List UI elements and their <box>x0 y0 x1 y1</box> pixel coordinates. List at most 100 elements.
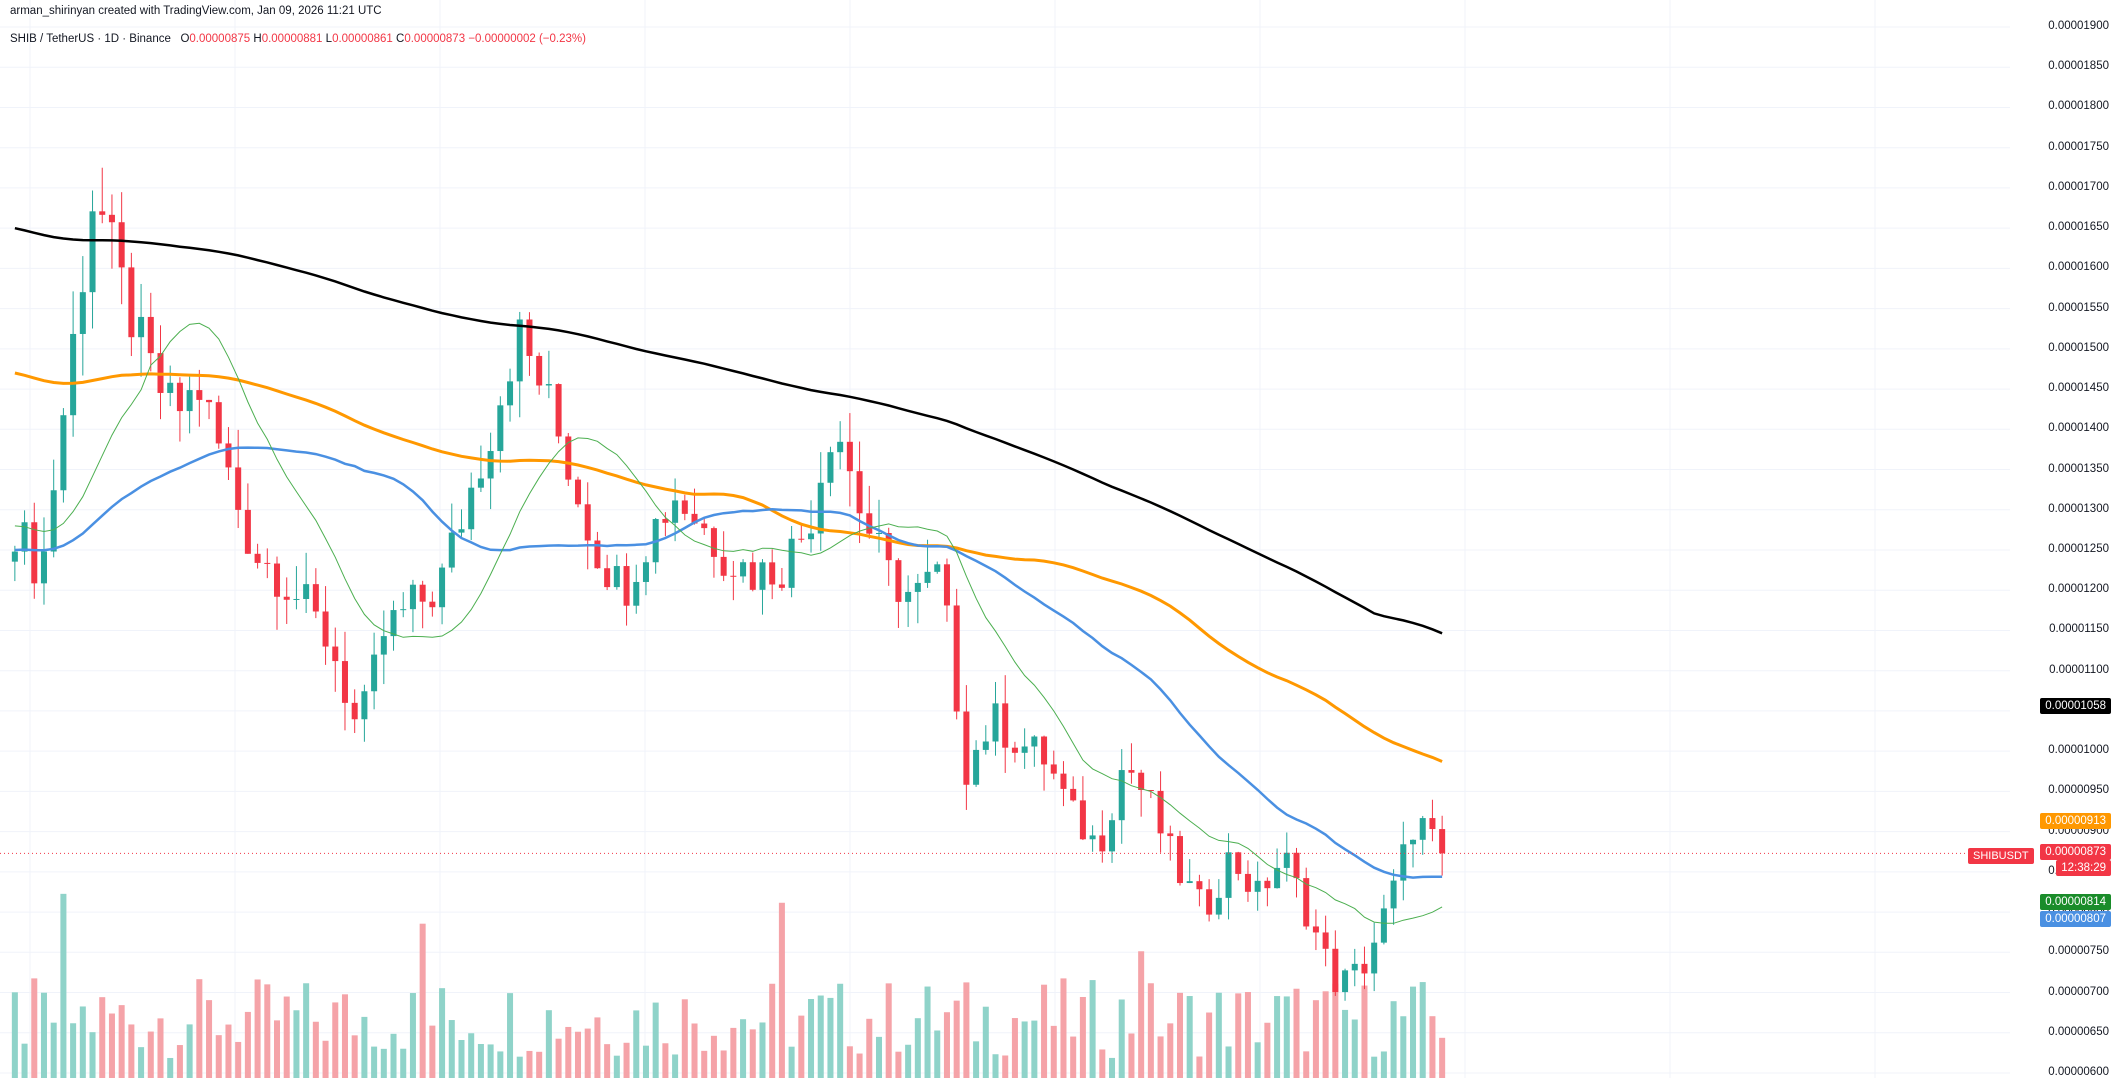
volume-bar <box>1099 1049 1106 1078</box>
volume-bar <box>574 1031 582 1078</box>
candle-body <box>293 598 300 600</box>
volume-bar <box>1429 1016 1436 1078</box>
volume-bar <box>943 1012 950 1078</box>
candle-body <box>361 691 368 720</box>
candle-body <box>1342 970 1349 993</box>
price-tick-label: 0.00001550 <box>2048 301 2109 314</box>
candle-body <box>594 540 601 569</box>
volume-bar <box>196 979 203 1078</box>
candle-body <box>701 523 708 529</box>
volume-bar <box>730 1027 737 1078</box>
volume-bar <box>1060 978 1067 1078</box>
price-tick-label: 0.00001350 <box>2048 462 2109 475</box>
volume-bar <box>371 1046 378 1078</box>
volume-bar <box>332 1002 339 1078</box>
volume-bar <box>1400 1016 1407 1078</box>
candle-body <box>206 399 213 403</box>
candle-body <box>740 562 747 577</box>
price-tick-label: 0.00001500 <box>2048 341 2109 354</box>
volume-bar <box>1157 1036 1164 1078</box>
volume-bar <box>992 1054 999 1078</box>
ma100-badge: 0.00000913 <box>2040 813 2111 829</box>
candle-body <box>788 538 795 588</box>
chart-credit: arman_shirinyan created with TradingView… <box>10 5 382 17</box>
volume-bar <box>1196 1056 1203 1078</box>
volume-bar <box>60 893 67 1078</box>
volume-bar <box>973 1041 980 1078</box>
volume-bar <box>1361 985 1368 1078</box>
volume-bar <box>1031 1020 1038 1078</box>
candle-body <box>1410 839 1417 845</box>
volume-bar <box>895 1051 902 1078</box>
candle-body <box>487 451 494 479</box>
volume-bar <box>312 1021 319 1078</box>
candle-body <box>642 562 649 582</box>
price-tick-label: 0.00001600 <box>2048 261 2109 274</box>
volume-bar <box>254 979 261 1078</box>
candle-body <box>274 563 281 597</box>
candle-body <box>1303 878 1310 927</box>
price-tick-label: 0.00001750 <box>2048 140 2109 153</box>
volume-bar <box>409 993 416 1078</box>
price-tick-label: 0.00000750 <box>2048 945 2109 958</box>
candle-body <box>555 384 562 437</box>
candle-body <box>371 654 378 692</box>
candle-body <box>662 519 669 523</box>
candle-body <box>1390 880 1397 909</box>
volume-bar <box>448 1020 455 1078</box>
volume-bar <box>89 1032 96 1078</box>
symbol-legend[interactable]: SHIB / TetherUS · 1D · Binance O0.000008… <box>10 33 586 45</box>
volume-bar <box>1235 993 1242 1078</box>
price-tick-label: 0.00001200 <box>2048 583 2109 596</box>
volume-bar <box>905 1044 912 1078</box>
volume-bar <box>147 1031 154 1078</box>
volume-bar <box>1371 1056 1378 1078</box>
ma20-line <box>14 322 1443 924</box>
volume-bar <box>31 978 38 1078</box>
symbol-title[interactable]: SHIB / TetherUS · 1D · Binance <box>10 33 171 45</box>
low-label: L <box>325 33 333 45</box>
volume-bar <box>206 1000 213 1078</box>
candle-body <box>1419 818 1426 840</box>
change-value: −0.00000002 (−0.23%) <box>468 33 586 45</box>
volume-bar <box>1041 984 1048 1078</box>
candle-body <box>429 601 436 608</box>
candle-body <box>1157 790 1164 834</box>
volume-bar <box>1128 1033 1135 1078</box>
candle-body <box>526 319 533 356</box>
volume-bar <box>1186 996 1193 1078</box>
chart-grid <box>0 0 2010 1078</box>
ma100-line <box>14 371 1443 763</box>
volume-bar <box>1167 1023 1174 1078</box>
volume-bar <box>1118 999 1125 1078</box>
volume-bar <box>186 1024 193 1078</box>
volume-bar <box>70 1023 77 1078</box>
volume-bar <box>225 1024 232 1078</box>
candle-body <box>351 702 358 720</box>
candle-body <box>176 382 183 412</box>
candle-body <box>1274 867 1281 889</box>
moving-averages <box>14 226 1443 924</box>
volume-bar <box>1225 1046 1232 1078</box>
candle-body <box>720 556 727 576</box>
candle-body <box>905 591 912 602</box>
candle-body <box>808 533 815 540</box>
ma200-badge: 0.00001058 <box>2040 698 2111 714</box>
volume-bar <box>856 1053 863 1078</box>
volume-bar <box>40 992 47 1078</box>
candle-body <box>409 584 416 610</box>
candle-body <box>108 214 115 223</box>
volume-bar <box>108 1013 115 1078</box>
candle-body <box>1011 747 1018 753</box>
candle-body <box>225 443 232 468</box>
volume-bar <box>1303 1051 1310 1078</box>
candle-body <box>963 711 970 785</box>
volume-bar <box>1264 1022 1271 1078</box>
candle-body <box>1361 963 1368 974</box>
candle-body <box>516 319 523 382</box>
candle-body <box>1089 835 1096 840</box>
candlesticks <box>11 167 1446 1001</box>
volume-bar <box>866 1018 873 1078</box>
candle-body <box>817 482 824 534</box>
